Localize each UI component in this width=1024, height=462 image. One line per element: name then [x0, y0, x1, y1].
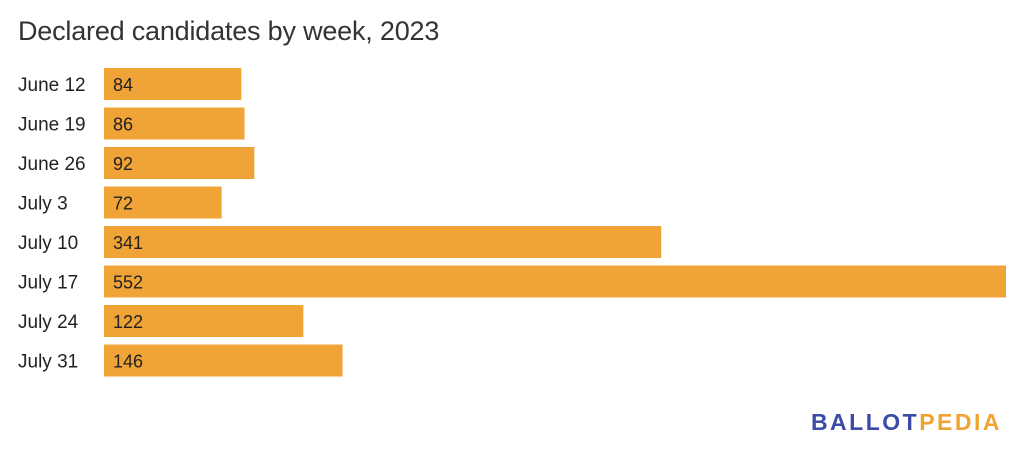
- value-label: 146: [113, 352, 143, 372]
- ballotpedia-logo: BALLOTPEDIA: [811, 409, 1002, 436]
- value-label: 122: [113, 312, 143, 332]
- bar-june-12: [104, 68, 242, 100]
- value-label: 84: [113, 75, 133, 95]
- category-label: June 26: [18, 154, 86, 175]
- bar-june-19: [104, 107, 245, 140]
- bar-june-26: [104, 147, 255, 179]
- bar-july-17: [104, 265, 1006, 298]
- category-label: June 19: [18, 115, 86, 136]
- logo-part-pedia: PEDIA: [919, 409, 1002, 435]
- category-label: July 17: [18, 273, 78, 294]
- category-label: July 3: [18, 194, 68, 215]
- bar-july-24: [104, 305, 304, 337]
- value-label: 72: [113, 194, 133, 214]
- logo-part-ballot: BALLOT: [810, 409, 920, 435]
- category-label: July 10: [18, 233, 78, 254]
- chart-title: Declared candidates by week, 2023: [18, 16, 440, 46]
- value-label: 552: [113, 273, 143, 293]
- value-label: 341: [113, 233, 143, 253]
- category-label: July 31: [18, 352, 78, 373]
- category-label: June 12: [18, 75, 86, 96]
- bar-july-10: [104, 226, 662, 258]
- value-label: 86: [113, 115, 133, 135]
- value-label: 92: [113, 154, 133, 174]
- bar-july-31: [104, 344, 343, 377]
- bar-july-3: [104, 186, 222, 219]
- category-label: July 24: [18, 312, 79, 333]
